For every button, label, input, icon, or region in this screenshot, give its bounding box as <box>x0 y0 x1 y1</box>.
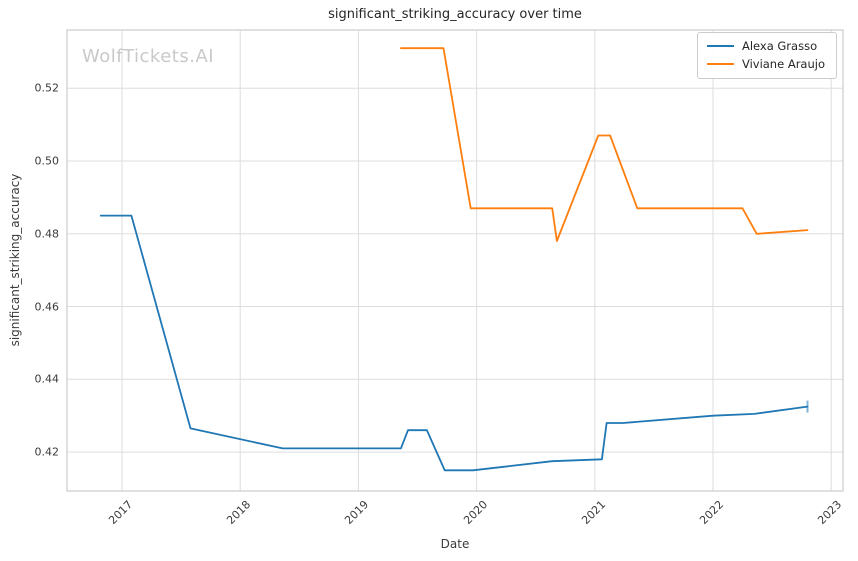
legend-item-viviane-araujo: Viviane Araujo <box>706 57 825 71</box>
legend-label-alexa-grasso: Alexa Grasso <box>741 39 818 53</box>
legend-line-swatch-alexa-grasso <box>706 45 734 47</box>
y-tick-label: 0.42 <box>34 445 60 459</box>
y-axis-label: significant_striking_accuracy <box>8 173 22 347</box>
watermark: WolfTickets.AI <box>82 46 215 67</box>
legend: Alexa Grasso Viviane Araujo <box>696 32 837 79</box>
legend-item-alexa-grasso: Alexa Grasso <box>706 39 825 53</box>
y-tick-label: 0.48 <box>34 227 60 241</box>
y-tick-label: 0.52 <box>34 81 60 95</box>
y-tick-label: 0.46 <box>34 300 60 313</box>
legend-line-swatch-viviane-araujo <box>706 63 734 65</box>
plot-border <box>66 29 844 492</box>
x-axis-label: Date <box>440 537 470 551</box>
series-line-alexa-grasso <box>99 214 809 472</box>
chart-title: significant_striking_accuracy over time <box>328 7 582 22</box>
series-line-viviane-araujo <box>399 47 809 242</box>
y-tick-label: 0.50 <box>34 154 60 168</box>
legend-label-viviane-araujo: Viviane Araujo <box>741 57 825 71</box>
y-tick-label: 0.44 <box>34 372 60 386</box>
